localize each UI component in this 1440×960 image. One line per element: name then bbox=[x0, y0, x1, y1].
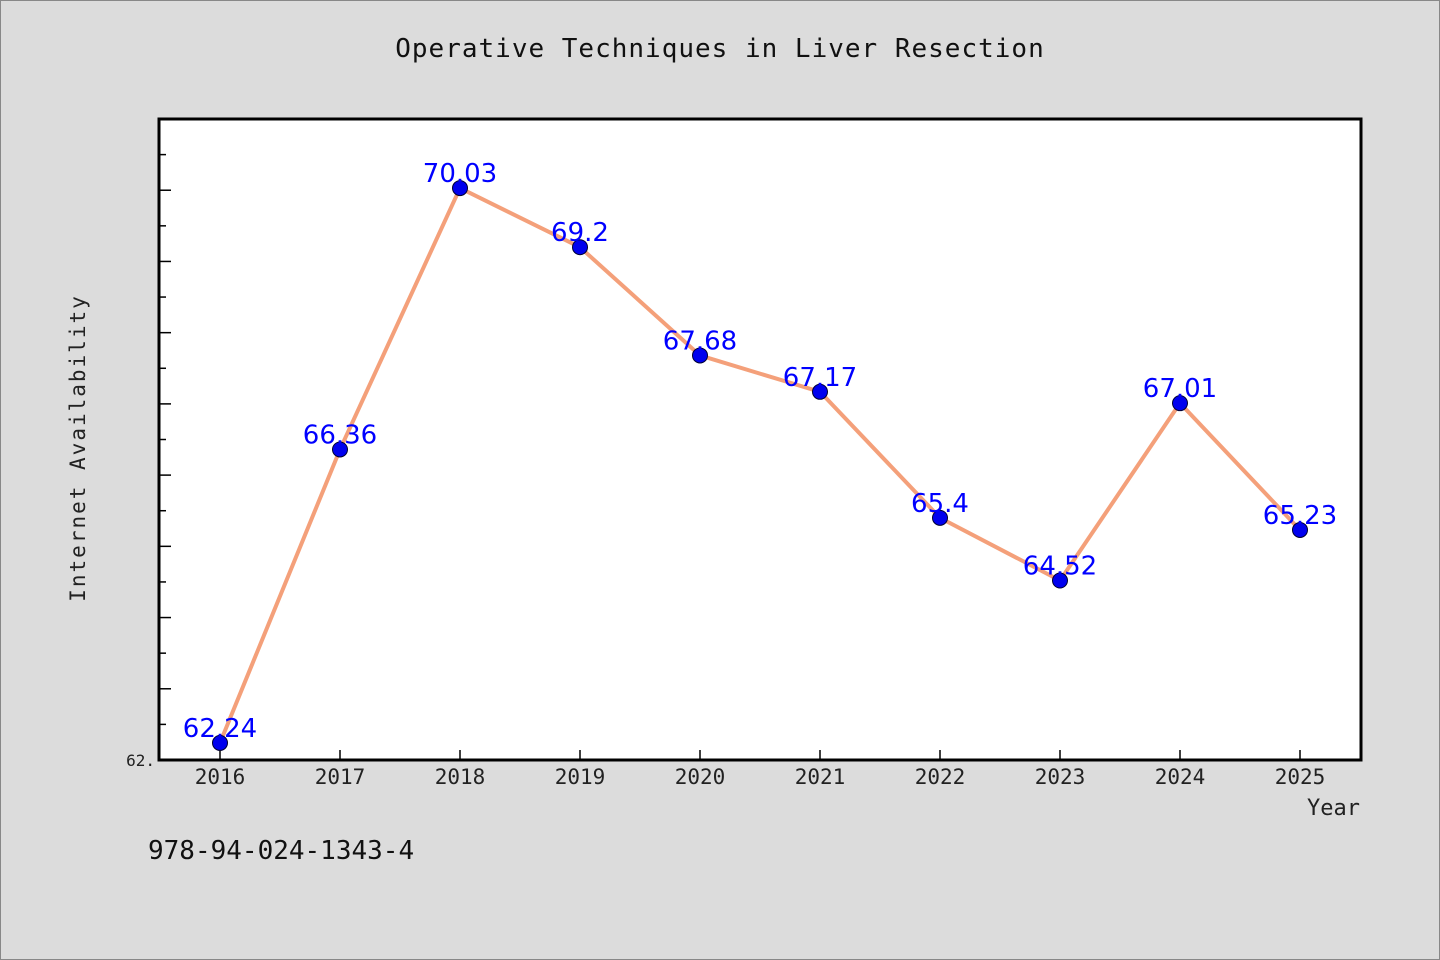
data-markers bbox=[212, 180, 1308, 751]
data-point bbox=[1172, 395, 1188, 412]
x-tick-label: 2023 bbox=[1035, 765, 1086, 789]
x-tick-label: 2024 bbox=[1155, 765, 1206, 789]
data-point bbox=[812, 383, 828, 400]
data-label: 66.36 bbox=[303, 420, 377, 450]
data-point bbox=[452, 180, 468, 197]
x-tick-label: 2019 bbox=[555, 765, 606, 789]
data-label: 67.17 bbox=[783, 363, 857, 393]
data-point bbox=[1292, 521, 1308, 538]
x-tick-label: 2021 bbox=[795, 765, 846, 789]
data-point bbox=[212, 734, 228, 751]
x-tick-label: 2025 bbox=[1275, 765, 1326, 789]
x-axis-label: Year bbox=[1307, 796, 1360, 821]
data-point bbox=[332, 441, 348, 458]
x-axis-ticks: 2016 2017 2018 2019 2020 2021 2022 2023 2024 2025 bbox=[195, 750, 1326, 789]
data-point bbox=[572, 239, 588, 256]
y-axis-ticks: 62. bbox=[126, 118, 171, 770]
x-tick-label: 2018 bbox=[435, 765, 486, 789]
y-tick-label: 62. bbox=[126, 751, 155, 770]
x-tick-label: 2022 bbox=[915, 765, 966, 789]
data-label: 64.52 bbox=[1023, 552, 1097, 582]
data-label: 65.23 bbox=[1263, 501, 1337, 531]
data-label: 67.68 bbox=[663, 326, 737, 356]
x-tick-label: 2017 bbox=[315, 765, 366, 789]
y-axis-label: Internet Availability bbox=[66, 294, 90, 602]
footer-isbn: 978-94-024-1343-4 bbox=[148, 836, 415, 866]
data-label: 65.4 bbox=[911, 489, 969, 519]
data-point bbox=[932, 509, 948, 526]
data-label: 62.24 bbox=[183, 714, 257, 744]
data-label: 70.03 bbox=[423, 159, 497, 189]
x-tick-label: 2020 bbox=[675, 765, 726, 789]
plot-area bbox=[157, 117, 1363, 762]
data-labels: 62.24 66.36 70.03 69.2 67.68 67.17 65.4 64.52 67… bbox=[183, 159, 1337, 744]
x-tick-label: 2016 bbox=[195, 765, 246, 789]
data-point bbox=[1052, 572, 1068, 589]
data-label: 67.01 bbox=[1143, 374, 1217, 404]
data-label: 69.2 bbox=[551, 218, 609, 248]
chart-title: Operative Techniques in Liver Resection bbox=[395, 34, 1045, 64]
data-point bbox=[692, 347, 708, 364]
series-line bbox=[218, 186, 1302, 744]
